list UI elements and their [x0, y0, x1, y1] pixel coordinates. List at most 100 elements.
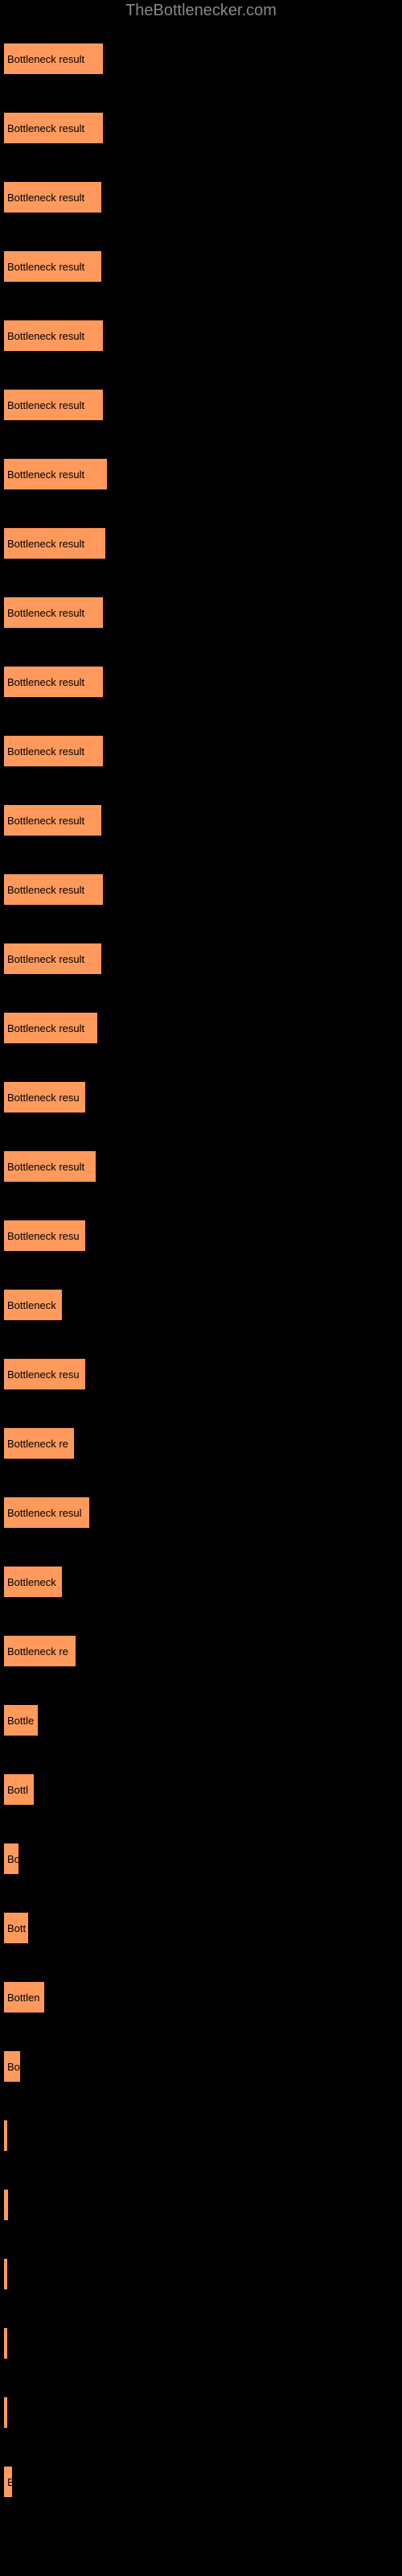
bar-label: Bottleneck result: [7, 469, 84, 481]
bar-label: Bottleneck re: [7, 1438, 68, 1450]
bar: Bottleneck result: [3, 250, 102, 283]
bar-label: Bottleneck result: [7, 884, 84, 896]
bar: Bottleneck result: [3, 943, 102, 975]
bar: Bottleneck result: [3, 873, 104, 906]
bar-row: Bottleneck result: [3, 716, 399, 786]
bar-row: Bottleneck resu: [3, 1340, 399, 1409]
bar-row: Bo: [3, 2032, 399, 2101]
bar-label: Bo: [7, 1853, 19, 1865]
bar-row: Bottleneck: [3, 1270, 399, 1340]
bar-row: Bottleneck result: [3, 301, 399, 370]
bar-label: Bottlen: [7, 1992, 39, 2004]
bar: [3, 2258, 8, 2290]
bar-row: Bott: [3, 1893, 399, 1963]
bar: Bottleneck resul: [3, 1496, 90, 1529]
bar-row: Bottleneck result: [3, 1132, 399, 1201]
bar-label: Bottleneck result: [7, 53, 84, 65]
bar-label: Bottl: [7, 1784, 28, 1796]
bar-label: Bottleneck result: [7, 1161, 84, 1173]
bar: B: [3, 2466, 13, 2498]
bar-row: [3, 2309, 399, 2378]
bar: Bottleneck result: [3, 666, 104, 698]
bar-label: Bottleneck result: [7, 676, 84, 688]
bar: [3, 2327, 8, 2359]
watermark-text: TheBottlenecker.com: [125, 2, 277, 20]
bar: Bottleneck result: [3, 597, 104, 629]
bar: Bottleneck result: [3, 804, 102, 836]
bar: [3, 2189, 9, 2221]
bar-row: Bottleneck resu: [3, 1201, 399, 1270]
bar-row: [3, 2170, 399, 2240]
bar: Bottleneck resu: [3, 1081, 86, 1113]
bar-label: Bottleneck result: [7, 538, 84, 550]
bar-label: Bottleneck: [7, 1299, 56, 1311]
bar-label: Bottleneck resu: [7, 1230, 80, 1242]
bar-label: Bottleneck result: [7, 399, 84, 411]
bar-label: Bottle: [7, 1715, 34, 1727]
bar-row: Bottleneck: [3, 1547, 399, 1616]
bar-label: Bottleneck resu: [7, 1092, 80, 1104]
bar-row: Bottleneck result: [3, 232, 399, 301]
bar-label: B: [7, 2476, 13, 2488]
bar-row: [3, 2101, 399, 2170]
bar-label: Bottleneck result: [7, 815, 84, 827]
bar-label: Bottleneck resul: [7, 1507, 82, 1519]
bar: Bott: [3, 1912, 29, 1944]
bar-label: Bottleneck result: [7, 745, 84, 758]
bar-row: Bottleneck result: [3, 370, 399, 440]
bar-row: Bottleneck result: [3, 440, 399, 509]
bar: [3, 2396, 8, 2429]
bar-label: Bottleneck re: [7, 1645, 68, 1657]
bar: [3, 2120, 8, 2152]
bar-row: Bottleneck resul: [3, 1478, 399, 1547]
bar-label: Bottleneck: [7, 1576, 56, 1588]
bar: Bottleneck result: [3, 389, 104, 421]
bar-row: Bo: [3, 1824, 399, 1893]
bar-row: Bottl: [3, 1755, 399, 1824]
bar-label: Bottleneck result: [7, 192, 84, 204]
bar-row: Bottleneck result: [3, 786, 399, 855]
bar: Bottleneck result: [3, 181, 102, 213]
bar-chart: Bottleneck result Bottleneck result Bottle…: [0, 0, 402, 2516]
bar: Bottleneck re: [3, 1635, 76, 1667]
bar: Bottleneck result: [3, 1012, 98, 1044]
bar-row: Bottleneck re: [3, 1616, 399, 1686]
bar-row: Bottleneck result: [3, 93, 399, 163]
bar-label: Bottleneck result: [7, 330, 84, 342]
bar-row: Bottlen: [3, 1963, 399, 2032]
bar-label: Bottleneck resu: [7, 1368, 80, 1381]
bar: Bottleneck: [3, 1289, 63, 1321]
bar: Bottleneck result: [3, 43, 104, 75]
bar-label: Bottleneck result: [7, 122, 84, 134]
bar-row: Bottleneck result: [3, 855, 399, 924]
bar: Bottleneck resu: [3, 1220, 86, 1252]
bar-label: Bott: [7, 1922, 26, 1934]
bar-label: Bottleneck result: [7, 607, 84, 619]
bar-row: Bottleneck result: [3, 24, 399, 93]
bar-label: Bo: [7, 2061, 20, 2073]
bar-row: B: [3, 2447, 399, 2516]
bar: Bottleneck result: [3, 735, 104, 767]
bar: Bottleneck result: [3, 112, 104, 144]
bar-row: Bottleneck result: [3, 647, 399, 716]
bar-row: Bottleneck resu: [3, 1063, 399, 1132]
bar: Bottl: [3, 1773, 35, 1806]
bar-row: Bottleneck result: [3, 924, 399, 993]
bar: Bo: [3, 1843, 19, 1875]
bar-label: Bottleneck result: [7, 1022, 84, 1034]
bar-row: [3, 2240, 399, 2309]
bar: Bottleneck resu: [3, 1358, 86, 1390]
bar: Bottle: [3, 1704, 39, 1736]
bar-row: Bottle: [3, 1686, 399, 1755]
bar: Bottlen: [3, 1981, 45, 2013]
bar-row: [3, 2378, 399, 2447]
bar: Bottleneck re: [3, 1427, 75, 1459]
bar-row: Bottleneck result: [3, 578, 399, 647]
bar: Bo: [3, 2050, 21, 2083]
bar-label: Bottleneck result: [7, 953, 84, 965]
bar-label: Bottleneck result: [7, 261, 84, 273]
bar-row: Bottleneck result: [3, 163, 399, 232]
bar-row: Bottleneck re: [3, 1409, 399, 1478]
bar-row: Bottleneck result: [3, 993, 399, 1063]
bar: Bottleneck result: [3, 527, 106, 559]
